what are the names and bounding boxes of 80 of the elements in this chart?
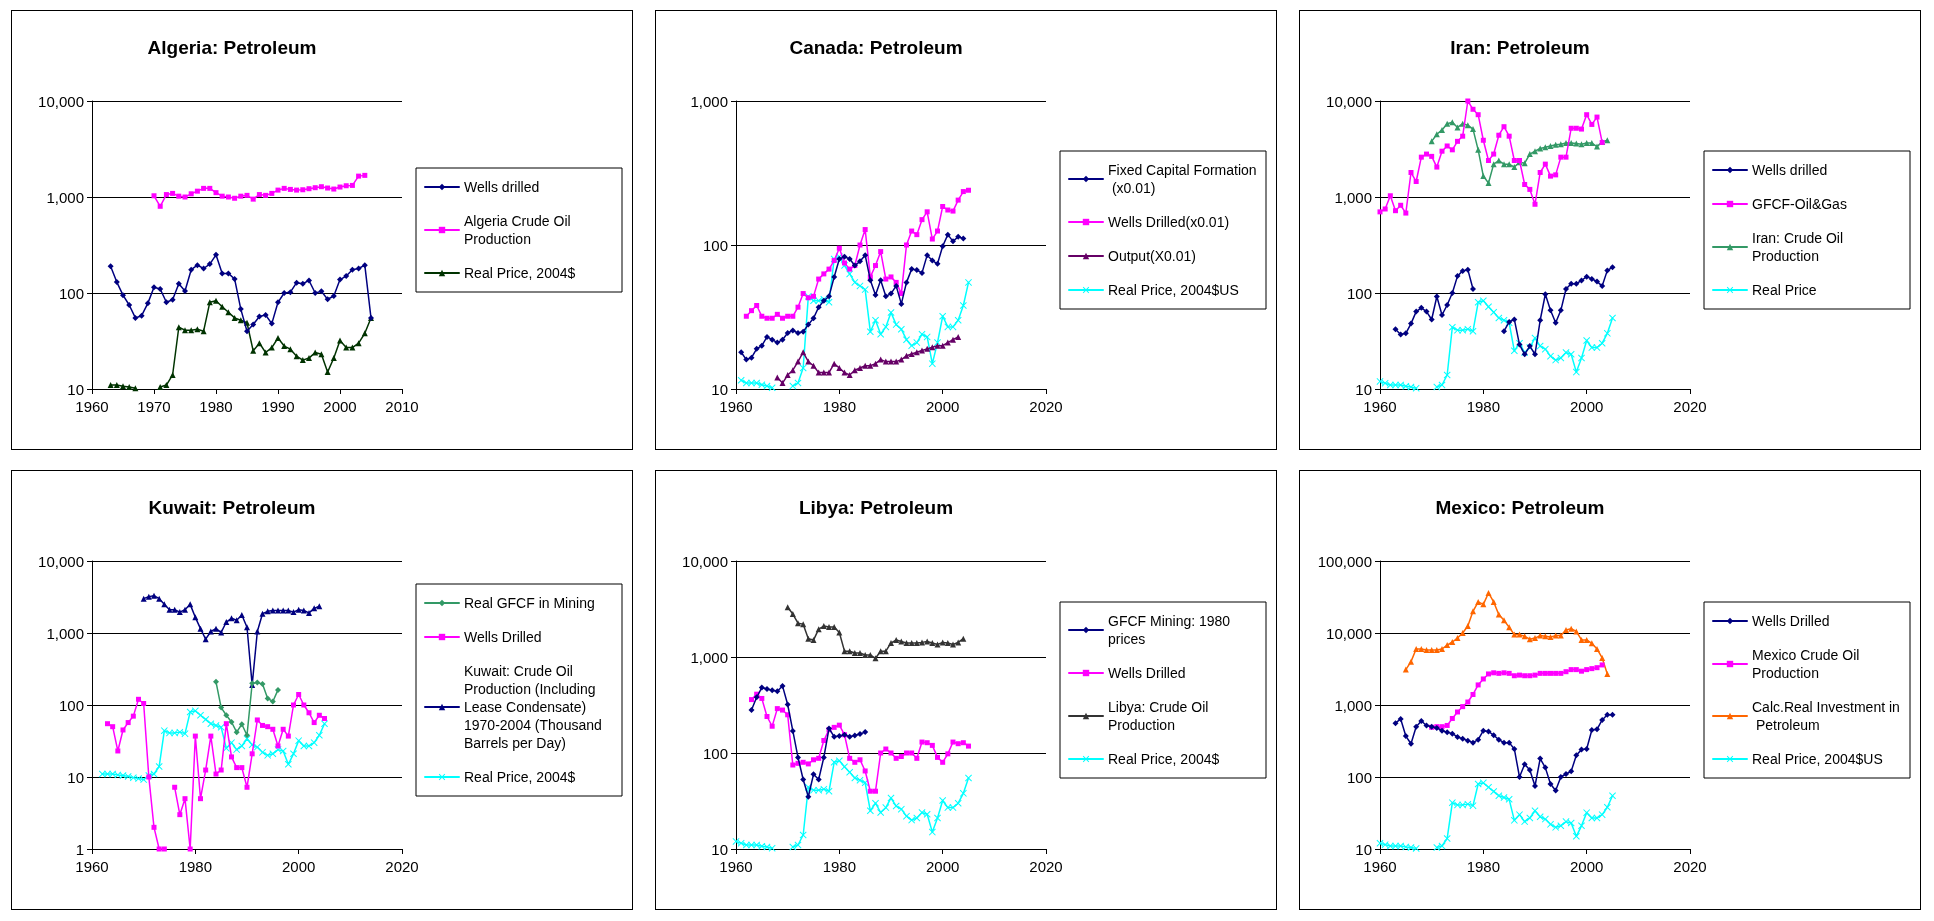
chart-title: Iran: Petroleum [1450, 37, 1590, 58]
y-tick-label: 100 [58, 696, 84, 714]
x-tick-label: 2000 [1569, 398, 1604, 415]
x-tick-label: 2020 [1029, 398, 1063, 415]
x-tick-label: 1960 [75, 858, 109, 875]
legend-label: Mexico Crude Oil Production [1752, 647, 1864, 681]
x-tick-label: 1980 [1466, 398, 1501, 415]
y-tick-label: 100 [1346, 284, 1372, 302]
chart-title: Libya: Petroleum [798, 497, 954, 518]
x-tick-label: 2010 [385, 398, 419, 415]
legend-label: Libya: Crude Oil Production [1108, 699, 1213, 733]
legend-label: GFCF Mining: 1980 prices [1108, 613, 1235, 647]
y-tick-label: 100 [58, 284, 84, 302]
legend-label: Output(X0.01) [1108, 248, 1196, 264]
x-tick-label: 1980 [199, 398, 233, 415]
legend-label: Real Price, 2004$US [1108, 282, 1239, 298]
y-tick-label: 10,000 [38, 552, 84, 570]
y-tick-label: 1 [75, 840, 84, 858]
chart-title: Canada: Petroleum [789, 37, 963, 58]
y-tick-label: 100 [702, 236, 728, 254]
x-tick-label: 1960 [1363, 398, 1397, 415]
legend-label: Iran: Crude Oil Production [1752, 230, 1847, 264]
legend-label: Algeria Crude Oil Production [464, 213, 575, 247]
x-tick-label: 1960 [1363, 858, 1397, 875]
chart-title: Mexico: Petroleum [1435, 497, 1605, 518]
y-tick-label: 100 [702, 744, 728, 762]
x-tick-label: 2020 [1673, 858, 1707, 875]
y-tick-label: 10 [711, 380, 728, 398]
y-tick-label: 10,000 [1326, 624, 1372, 642]
legend-label: Wells Drilled [464, 629, 542, 645]
x-tick-label: 1960 [719, 858, 753, 875]
y-tick-label: 10 [1355, 380, 1372, 398]
legend-label: Calc.Real Investment in Petroleum [1752, 699, 1900, 733]
legend-label: Real GFCF in Mining [464, 595, 595, 611]
x-tick-label: 1980 [1466, 858, 1501, 875]
x-tick-label: 2000 [925, 398, 960, 415]
y-tick-label: 1,000 [1334, 188, 1372, 206]
x-tick-label: 2000 [323, 398, 357, 415]
y-tick-label: 10,000 [1326, 92, 1372, 110]
y-tick-label: 10 [67, 380, 84, 398]
y-tick-label: 1,000 [46, 188, 84, 206]
legend-label: Wells drilled [464, 179, 540, 195]
y-tick-label: 100,000 [1317, 552, 1372, 570]
x-tick-label: 2020 [385, 858, 419, 875]
y-tick-label: 1,000 [46, 624, 84, 642]
x-tick-label: 2020 [1029, 858, 1063, 875]
y-tick-label: 10 [1355, 840, 1372, 858]
x-tick-label: 2000 [1569, 858, 1604, 875]
x-tick-label: 1980 [178, 858, 213, 875]
x-tick-label: 1980 [822, 398, 857, 415]
x-tick-label: 2000 [281, 858, 316, 875]
legend-label: Wells Drilled [1108, 665, 1186, 681]
legend-label: Wells Drilled(x0.01) [1108, 214, 1230, 230]
y-tick-label: 10 [67, 768, 84, 786]
x-tick-label: 1960 [719, 398, 753, 415]
legend-label: Real Price, 2004$ [464, 265, 576, 281]
chart-title: Kuwait: Petroleum [148, 497, 316, 518]
y-tick-label: 10,000 [682, 552, 728, 570]
y-tick-label: 10,000 [38, 92, 84, 110]
legend-label: Real Price, 2004$ [464, 769, 576, 785]
legend-label: Kuwait: Crude Oil Production (Including Lease Condensate) 1970-2004 (Thousand Barrels per Day) [464, 663, 606, 751]
legend-label: GFCF-Oil&Gas [1752, 196, 1847, 212]
x-tick-label: 2020 [1673, 398, 1707, 415]
x-tick-label: 1980 [822, 858, 857, 875]
x-tick-label: 1990 [261, 398, 295, 415]
legend-label: Real Price [1752, 282, 1817, 298]
y-tick-label: 1,000 [690, 648, 728, 666]
y-tick-label: 1,000 [1334, 696, 1372, 714]
legend-label: Wells Drilled [1752, 613, 1830, 629]
x-tick-label: 1970 [137, 398, 171, 415]
legend-label: Real Price, 2004$ [1108, 751, 1220, 767]
y-tick-label: 10 [711, 840, 728, 858]
x-tick-label: 2000 [925, 858, 960, 875]
y-tick-label: 100 [1346, 768, 1372, 786]
legend-label: Wells drilled [1752, 162, 1828, 178]
x-tick-label: 1960 [75, 398, 109, 415]
legend-label: Real Price, 2004$US [1752, 751, 1883, 767]
chart-title: Algeria: Petroleum [147, 37, 317, 58]
legend-label: Fixed Capital Formation (x0.01) [1108, 162, 1257, 196]
y-tick-label: 1,000 [690, 92, 728, 110]
